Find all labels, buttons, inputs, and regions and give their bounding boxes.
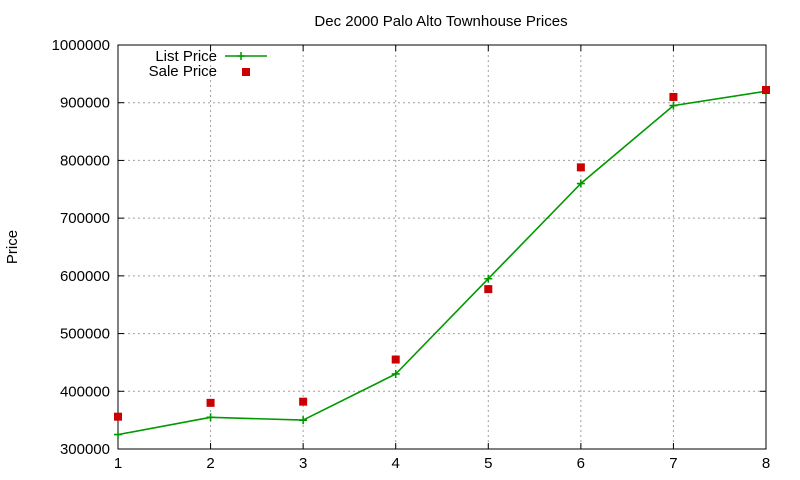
- list-price-series: [114, 87, 770, 439]
- list-price-point: [669, 101, 678, 110]
- sale-price-point: [114, 412, 122, 421]
- y-tick-label: 900000: [60, 95, 110, 112]
- y-tick-label: 500000: [60, 326, 110, 343]
- sale-price-point: [576, 163, 585, 172]
- y-tick-label: 600000: [60, 268, 110, 285]
- x-tick-label: 7: [669, 455, 677, 472]
- x-tick-label: 5: [484, 455, 492, 472]
- sale-price-series: [114, 86, 770, 421]
- list-price-point: [299, 416, 308, 425]
- sale-price-point: [762, 86, 770, 95]
- x-tick-label: 8: [762, 455, 770, 472]
- y-tick-label: 400000: [60, 383, 110, 400]
- list-price-point: [206, 413, 215, 422]
- list-price-point: [114, 430, 122, 439]
- list-price-line: [117, 90, 767, 436]
- y-tick-label: 300000: [60, 441, 110, 458]
- sale-price-point: [206, 398, 215, 407]
- list-price-point: [484, 274, 493, 283]
- x-tick-label: 6: [577, 455, 585, 472]
- y-tick-label: 700000: [60, 210, 110, 227]
- sale-price-point: [299, 397, 308, 406]
- y-tick-label: 1000000: [52, 37, 110, 54]
- list-price-point: [391, 369, 400, 378]
- sale-price-point: [484, 285, 493, 294]
- sale-price-point: [391, 355, 400, 364]
- y-axis-ticks: 300000 400000 500000 600000 700000 800000 9000…: [52, 37, 766, 458]
- legend-label-sale-price: Sale Price: [149, 63, 217, 80]
- x-tick-label: 1: [114, 455, 122, 472]
- legend-label-list-price: List Price: [155, 48, 217, 65]
- x-axis-ticks: 1 2 3 4 5 6 7 8: [114, 45, 770, 472]
- chart-title: Dec 2000 Palo Alto Townhouse Prices: [314, 13, 567, 30]
- legend: List Price Sale Price: [149, 48, 267, 80]
- x-tick-label: 3: [299, 455, 307, 472]
- legend-marker-sale-price: [242, 68, 250, 76]
- y-axis-label: Price: [4, 230, 21, 264]
- x-tick-label: 2: [206, 455, 214, 472]
- list-price-point: [576, 179, 585, 188]
- plot-frame: [117, 44, 767, 450]
- x-tick-label: 4: [392, 455, 400, 472]
- legend-marker-list-price: [237, 52, 245, 60]
- grid-lines: [118, 45, 766, 449]
- y-tick-label: 800000: [60, 152, 110, 169]
- sale-price-point: [669, 92, 678, 101]
